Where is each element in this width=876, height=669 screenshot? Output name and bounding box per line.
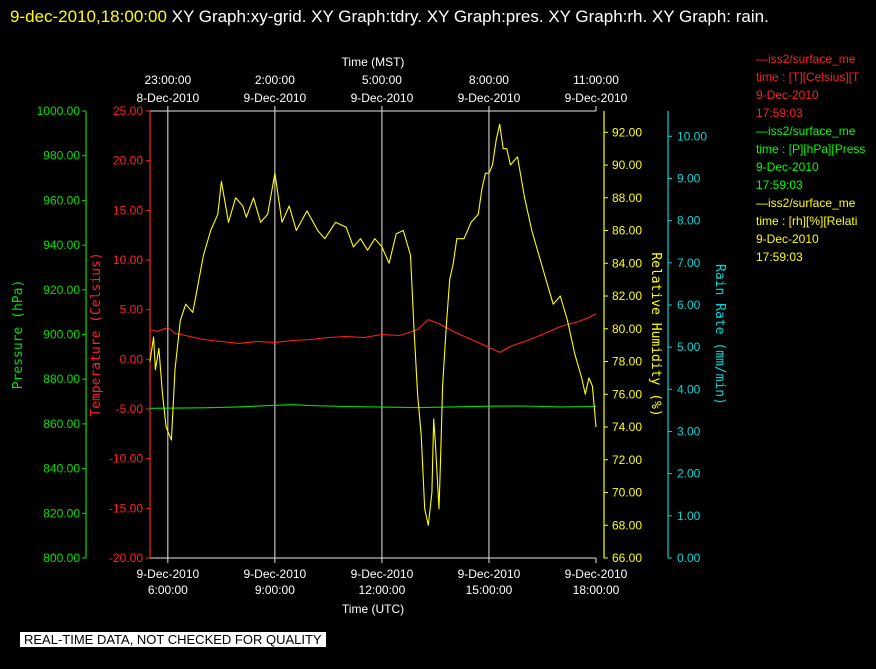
rain-tick-label: 4.00 <box>677 382 701 396</box>
graph-title-line: 9-dec-2010,18:00:00 XY Graph:xy-grid. XY… <box>10 2 860 31</box>
pressure-axis-title: Pressure (hPa) <box>11 280 26 390</box>
legend-line4: 17:59:03 <box>756 250 803 264</box>
humidity-tick-label: 86.00 <box>612 224 642 238</box>
humidity-tick-label: 68.00 <box>612 518 642 532</box>
rain-tick-label: 7.00 <box>677 256 701 270</box>
rain-tick-label: 5.00 <box>677 340 701 354</box>
top-tick-date-label: 9-Dec-2010 <box>351 91 414 105</box>
legend-line3: 9-Dec-2010 <box>756 232 819 246</box>
legend-line4: 17:59:03 <box>756 178 803 192</box>
x-tick-time-label: 18:00:00 <box>573 583 620 597</box>
temperature-tick-label: 5.00 <box>120 303 144 317</box>
x-tick-time-label: 12:00:00 <box>359 583 406 597</box>
temperature-tick-label: -20.00 <box>109 551 143 565</box>
humidity-tick-label: 66.00 <box>612 551 642 565</box>
rain-tick-label: 1.00 <box>677 509 701 523</box>
pressure-tick-label: 800.00 <box>43 551 80 565</box>
top-tick-time-label: 2:00:00 <box>255 73 295 87</box>
humidity-tick-label: 76.00 <box>612 387 642 401</box>
top-tick-date-label: 9-Dec-2010 <box>565 91 628 105</box>
x-tick-time-label: 15:00:00 <box>466 583 513 597</box>
x-tick-date-label: 9-Dec-2010 <box>136 567 199 581</box>
rain-tick-label: 8.00 <box>677 214 701 228</box>
temperature-tick-label: 25.00 <box>113 104 143 118</box>
legend-line3: 9-Dec-2010 <box>756 88 819 102</box>
series-line-T <box>149 313 597 353</box>
rain-tick-label: 10.00 <box>677 129 707 143</box>
pressure-tick-label: 960.00 <box>43 193 80 207</box>
legend-line4: 17:59:03 <box>756 106 803 120</box>
rain-axis-title: Rain Rate (mm/min) <box>712 264 727 405</box>
top-tick-date-label: 9-Dec-2010 <box>244 91 307 105</box>
humidity-axis-title: Relative Humidity (%) <box>648 252 663 416</box>
humidity-tick-label: 78.00 <box>612 355 642 369</box>
legend-line2: time : [rh][%][Relati <box>756 214 858 228</box>
pressure-tick-label: 900.00 <box>43 328 80 342</box>
humidity-tick-label: 84.00 <box>612 256 642 270</box>
top-tick-date-label: 8-Dec-2010 <box>136 91 199 105</box>
x-tick-date-label: 9-Dec-2010 <box>244 567 307 581</box>
temperature-tick-label: 20.00 <box>113 154 143 168</box>
humidity-tick-label: 92.00 <box>612 125 642 139</box>
x-tick-time-label: 6:00:00 <box>148 583 188 597</box>
humidity-tick-label: 74.00 <box>612 420 642 434</box>
humidity-tick-label: 72.00 <box>612 453 642 467</box>
x-axis-title-top: Time (MST) <box>342 55 405 69</box>
x-axis-title-bottom: Time (UTC) <box>342 602 404 616</box>
legend-line1: —iss2/surface_me <box>756 196 856 210</box>
temperature-axis-title: Temperature (Celsius) <box>89 252 104 416</box>
series-line-rh <box>149 123 597 526</box>
legend-line2: time : [T][Celsius][T <box>756 70 860 84</box>
top-tick-time-label: 5:00:00 <box>362 73 402 87</box>
legend-line1: —iss2/surface_me <box>756 124 856 138</box>
temperature-tick-label: 0.00 <box>120 352 144 366</box>
rain-tick-label: 3.00 <box>677 424 701 438</box>
temperature-tick-label: -10.00 <box>109 452 143 466</box>
pressure-tick-label: 820.00 <box>43 506 80 520</box>
pressure-tick-label: 980.00 <box>43 149 80 163</box>
title-rest: XY Graph:xy-grid. XY Graph:tdry. XY Grap… <box>166 7 769 26</box>
humidity-tick-label: 90.00 <box>612 158 642 172</box>
humidity-tick-label: 80.00 <box>612 322 642 336</box>
rain-tick-label: 9.00 <box>677 171 701 185</box>
top-tick-time-label: 23:00:00 <box>144 73 191 87</box>
pressure-tick-label: 880.00 <box>43 372 80 386</box>
humidity-tick-label: 82.00 <box>612 289 642 303</box>
quality-disclaimer: REAL-TIME DATA, NOT CHECKED FOR QUALITY <box>20 632 326 647</box>
pressure-tick-label: 1000.00 <box>37 104 81 118</box>
series-line-P <box>149 404 597 409</box>
x-tick-time-label: 9:00:00 <box>255 583 295 597</box>
x-tick-date-label: 9-Dec-2010 <box>458 567 521 581</box>
x-tick-date-label: 9-Dec-2010 <box>565 567 628 581</box>
legend-entry-temperature: —iss2/surface_me time : [T][Celsius][T 9… <box>756 50 876 120</box>
legend-line3: 9-Dec-2010 <box>756 160 819 174</box>
top-tick-date-label: 9-Dec-2010 <box>458 91 521 105</box>
top-tick-time-label: 8:00:00 <box>469 73 509 87</box>
top-tick-time-label: 11:00:00 <box>573 73 619 87</box>
temperature-tick-label: -5.00 <box>116 402 144 416</box>
legend-line1: —iss2/surface_me <box>756 52 856 66</box>
legend-entry-pressure: —iss2/surface_me time : [P][hPa][Press 9… <box>756 122 876 194</box>
rain-tick-label: 6.00 <box>677 298 701 312</box>
humidity-tick-label: 70.00 <box>612 486 642 500</box>
pressure-tick-label: 920.00 <box>43 283 80 297</box>
rain-tick-label: 2.00 <box>677 467 701 481</box>
temperature-tick-label: -15.00 <box>109 501 143 515</box>
temperature-tick-label: 10.00 <box>113 253 143 267</box>
pressure-tick-label: 940.00 <box>43 238 80 252</box>
title-date: 9-dec-2010,18:00:00 <box>10 7 167 26</box>
humidity-tick-label: 88.00 <box>612 191 642 205</box>
pressure-tick-label: 840.00 <box>43 462 80 476</box>
legend-entry-humidity: —iss2/surface_me time : [rh][%][Relati 9… <box>756 194 876 266</box>
rain-tick-label: 0.00 <box>677 551 701 565</box>
legend-line2: time : [P][hPa][Press <box>756 142 866 156</box>
temperature-tick-label: 15.00 <box>113 203 143 217</box>
pressure-tick-label: 860.00 <box>43 417 80 431</box>
x-tick-date-label: 9-Dec-2010 <box>351 567 414 581</box>
